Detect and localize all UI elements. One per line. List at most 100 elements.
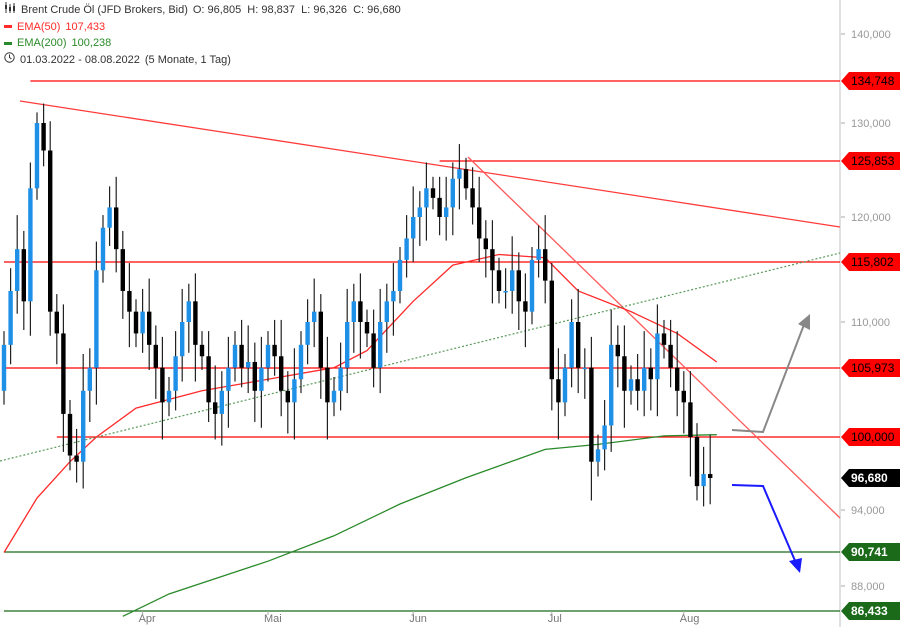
candle[interactable] <box>166 376 172 417</box>
ema50-line[interactable] <box>3 253 718 553</box>
candle[interactable] <box>87 348 92 422</box>
candle[interactable] <box>397 247 403 304</box>
candle[interactable] <box>417 191 422 246</box>
candle[interactable] <box>457 144 462 210</box>
candle[interactable] <box>510 236 515 314</box>
candle[interactable] <box>100 215 106 283</box>
candle[interactable] <box>94 241 99 405</box>
candle[interactable] <box>133 299 139 348</box>
bearish-scenario-arrow[interactable] <box>731 484 802 573</box>
candle[interactable] <box>186 283 191 353</box>
candle[interactable] <box>140 288 145 353</box>
candle[interactable] <box>688 371 693 477</box>
candle[interactable] <box>21 230 26 330</box>
candle[interactable] <box>595 434 601 477</box>
ema200-line[interactable] <box>122 434 717 617</box>
candle[interactable] <box>173 331 178 411</box>
candle[interactable] <box>648 348 653 411</box>
candle[interactable] <box>430 176 436 210</box>
candle[interactable] <box>371 309 376 388</box>
candle[interactable] <box>351 283 356 353</box>
candle[interactable] <box>701 446 706 507</box>
candle[interactable] <box>226 336 231 428</box>
candle[interactable] <box>292 348 297 440</box>
candle[interactable] <box>54 294 59 365</box>
resistance-trendline-short[interactable] <box>467 156 841 519</box>
candle[interactable] <box>463 157 469 200</box>
candle[interactable] <box>285 371 290 434</box>
candle[interactable] <box>219 371 224 446</box>
candle[interactable] <box>562 353 568 417</box>
candle[interactable] <box>516 252 521 330</box>
candle[interactable] <box>536 225 541 278</box>
candle[interactable] <box>34 112 40 200</box>
candle[interactable] <box>114 176 119 273</box>
candle[interactable] <box>384 283 389 353</box>
candle[interactable] <box>67 400 73 471</box>
candle[interactable] <box>160 336 165 440</box>
candle[interactable] <box>48 121 53 336</box>
candle[interactable] <box>193 273 198 382</box>
candle[interactable] <box>609 309 614 452</box>
candle[interactable] <box>483 220 488 278</box>
candle[interactable] <box>147 278 152 370</box>
candle[interactable] <box>661 319 667 359</box>
candle[interactable] <box>642 331 647 417</box>
candle[interactable] <box>305 299 310 365</box>
candle[interactable] <box>318 294 323 399</box>
candle[interactable] <box>450 162 455 236</box>
candle[interactable] <box>635 353 640 411</box>
candle[interactable] <box>8 268 13 365</box>
candle[interactable] <box>153 325 158 399</box>
candle[interactable] <box>279 319 284 417</box>
support-trendline-dotted[interactable] <box>0 252 841 462</box>
candle[interactable] <box>180 288 185 382</box>
candle[interactable] <box>1 331 7 405</box>
candle[interactable] <box>107 186 112 246</box>
candle[interactable] <box>708 434 713 505</box>
candle[interactable] <box>477 176 482 263</box>
candle[interactable] <box>490 220 495 304</box>
candle[interactable] <box>523 273 528 348</box>
candle[interactable] <box>325 336 330 440</box>
candle[interactable] <box>437 176 442 236</box>
legend-ema50[interactable]: EMA(50) 107,433 <box>4 19 401 36</box>
candle[interactable] <box>331 376 337 417</box>
candle[interactable] <box>81 353 86 489</box>
candle[interactable] <box>576 288 581 394</box>
candle[interactable] <box>628 365 634 405</box>
candle[interactable] <box>127 263 132 348</box>
candle[interactable] <box>556 348 561 440</box>
candle[interactable] <box>668 319 673 388</box>
candle[interactable] <box>589 336 594 501</box>
candle[interactable] <box>239 319 244 388</box>
candle[interactable] <box>675 331 680 417</box>
candle[interactable] <box>602 400 607 471</box>
candle[interactable] <box>15 215 20 314</box>
candle[interactable] <box>252 342 257 422</box>
candle[interactable] <box>529 247 535 325</box>
candle[interactable] <box>272 319 277 376</box>
candle[interactable] <box>246 325 251 394</box>
candle[interactable] <box>74 428 79 483</box>
candle[interactable] <box>378 288 383 394</box>
candle[interactable] <box>391 263 396 336</box>
candle[interactable] <box>265 331 271 382</box>
candle[interactable] <box>496 257 502 304</box>
candle[interactable] <box>120 230 125 319</box>
candle[interactable] <box>470 167 475 225</box>
candle[interactable] <box>543 215 548 304</box>
candle[interactable] <box>206 331 211 422</box>
candle[interactable] <box>28 162 33 336</box>
candle[interactable] <box>411 186 416 263</box>
candle[interactable] <box>364 309 370 348</box>
candle[interactable] <box>424 162 429 241</box>
candle[interactable] <box>549 263 554 411</box>
candle[interactable] <box>615 325 620 388</box>
candle[interactable] <box>358 273 363 359</box>
candle[interactable] <box>213 365 218 440</box>
candle[interactable] <box>338 342 343 411</box>
candle[interactable] <box>345 288 350 394</box>
candle[interactable] <box>41 103 46 167</box>
legend-ema200[interactable]: EMA(200) 100,238 <box>4 35 401 52</box>
